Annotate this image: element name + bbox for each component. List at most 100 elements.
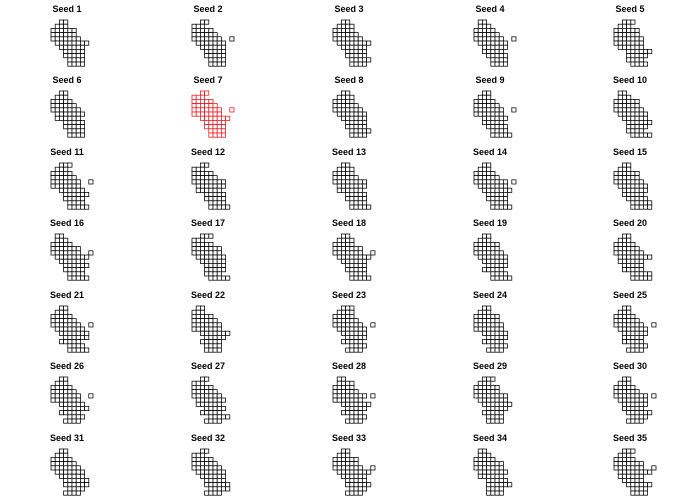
grid-cell [490, 393, 496, 399]
grid-cell [638, 187, 644, 193]
grid-cell [490, 469, 496, 475]
grid-cell [75, 490, 81, 496]
grid-cell [195, 401, 201, 407]
grid-cell [341, 237, 346, 243]
grid-cell [626, 397, 632, 403]
grid-cell [490, 410, 496, 416]
grid-cell [195, 107, 201, 113]
grid-cell [341, 309, 346, 315]
grid-cell [647, 469, 653, 475]
grid-cell [208, 187, 214, 193]
grid-cell [332, 246, 338, 252]
grid-cell [617, 397, 623, 403]
island-cell [651, 393, 657, 399]
grid-cell [221, 406, 226, 411]
grid-cell [473, 171, 479, 176]
grid-cell [341, 162, 346, 168]
grid-cell [490, 473, 496, 479]
grid-cell [75, 330, 81, 336]
grid-cell [71, 322, 77, 328]
grid-cell [345, 452, 351, 458]
grid-cell [221, 53, 226, 59]
grid-cell [494, 410, 500, 416]
grid-cell [498, 410, 504, 416]
grid-cell [59, 461, 64, 467]
grid-cell [71, 175, 77, 181]
grid-cell [75, 482, 81, 488]
grid-cell [345, 162, 351, 168]
grid-cell [341, 250, 346, 256]
grid-cell [482, 267, 487, 273]
grid-cell [626, 107, 632, 113]
grid-cell [212, 322, 218, 328]
grid-cell [638, 192, 644, 197]
grid-cell [216, 482, 222, 488]
island-cell [229, 36, 235, 42]
grid-cell [204, 263, 210, 268]
grid-cell [473, 461, 479, 467]
grid-cell [80, 414, 85, 420]
grid-cell [494, 322, 500, 328]
grid-cell [204, 469, 210, 475]
grid-cell [622, 179, 627, 185]
grid-cell [486, 162, 492, 168]
grid-cell [486, 267, 492, 273]
panel-title: Seed 29 [473, 361, 507, 371]
grid-cell [63, 183, 69, 189]
grid-cell [626, 267, 632, 273]
grid-cell [617, 258, 623, 264]
grid-cell [221, 179, 226, 185]
grid-cell [503, 61, 508, 67]
grid-cell [353, 347, 359, 353]
grid-cell [613, 107, 619, 113]
grid-cell [195, 23, 201, 29]
grid-cell [191, 36, 197, 42]
map-panel: Seed 23 [332, 290, 376, 353]
grid-cell [634, 490, 640, 496]
grid-cell [494, 406, 500, 411]
grid-cell [216, 393, 222, 399]
grid-cell [498, 322, 504, 328]
grid-cell [357, 44, 363, 50]
panel-title: Seed 23 [332, 290, 366, 300]
grid-cell [622, 376, 627, 382]
grid-cell [490, 128, 496, 134]
grid-cell [643, 53, 648, 59]
grid-cell [498, 132, 504, 138]
grid-cell [332, 250, 338, 256]
grid-cell [212, 187, 218, 193]
grid-cell [191, 380, 197, 386]
grid-cell [477, 465, 483, 471]
grid-cell [80, 124, 85, 130]
grid-cell [498, 478, 504, 483]
grid-cell [67, 318, 73, 324]
grid-cell [357, 246, 363, 252]
grid-cell [71, 250, 77, 256]
grid-cell [490, 61, 496, 67]
grid-cell [67, 397, 73, 403]
grid-cell [634, 171, 640, 176]
grid-cell [634, 40, 640, 46]
grid-cell [353, 339, 359, 345]
grid-cell [647, 482, 653, 488]
grid-cell [349, 461, 355, 467]
grid-cell [349, 486, 355, 492]
grid-cell [204, 40, 210, 46]
grid-cell [638, 490, 644, 496]
grid-cell [204, 397, 210, 403]
grid-cell [630, 401, 636, 407]
grid-cell [221, 120, 226, 125]
grid-cell [353, 275, 359, 281]
grid-cell [71, 473, 77, 479]
grid-cell [490, 175, 496, 181]
grid-cell [191, 103, 197, 109]
grid-cell [486, 335, 492, 340]
grid-cell [630, 482, 636, 488]
grid-cell [357, 347, 363, 353]
grid-cell [54, 179, 60, 185]
grid-cell [626, 461, 632, 467]
grid-cell [482, 94, 487, 100]
grid-cell [622, 393, 627, 399]
grid-cell [80, 132, 85, 138]
grid-cell [626, 57, 632, 63]
